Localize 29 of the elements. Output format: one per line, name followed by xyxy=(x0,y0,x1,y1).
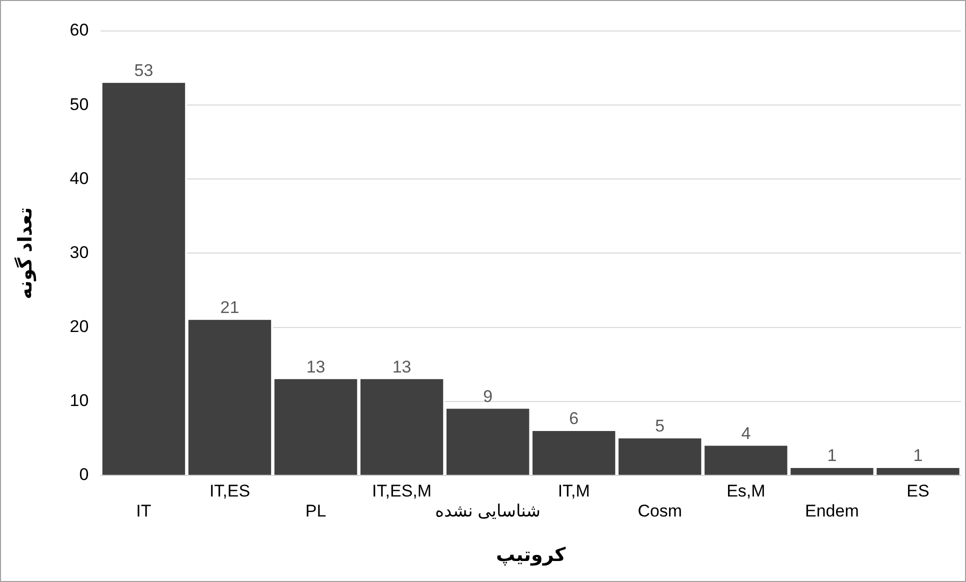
data-label: 13 xyxy=(306,357,326,376)
x-tick-label: IT,M xyxy=(558,481,590,500)
x-tick-label: PL xyxy=(305,502,326,521)
x-tick-label: Cosm xyxy=(638,502,682,521)
x-axis-title: کروتیپ xyxy=(496,544,567,566)
x-tick-label: ES xyxy=(906,481,930,500)
x-tick-label: IT xyxy=(136,502,152,521)
data-label: 1 xyxy=(913,446,923,466)
x-tick-label: Es,M xyxy=(726,481,766,500)
data-label: 53 xyxy=(134,61,154,80)
y-tick-label: 60 xyxy=(70,20,89,40)
y-tick-label: 10 xyxy=(70,391,89,410)
y-tick-label: 40 xyxy=(70,168,89,188)
data-label: 21 xyxy=(220,298,240,318)
data-label: 9 xyxy=(483,386,493,406)
y-tick-label: 0 xyxy=(79,465,89,484)
y-tick-label: 50 xyxy=(70,94,89,114)
y-tick-label: 20 xyxy=(70,316,89,336)
y-tick-label: 30 xyxy=(70,242,89,262)
x-tick-label: IT,ES,M xyxy=(372,481,432,500)
data-label: 6 xyxy=(569,409,579,428)
data-label: 5 xyxy=(655,416,665,436)
data-label: 13 xyxy=(392,357,412,376)
x-tick-label: Endem xyxy=(805,502,859,521)
x-tick-label: IT,ES xyxy=(209,481,250,500)
x-tick-label: شناسایی نشده xyxy=(435,502,541,521)
data-label: 1 xyxy=(827,446,837,466)
y-axis-title: تعداد گونه xyxy=(14,207,37,300)
data-label: 4 xyxy=(741,424,751,443)
